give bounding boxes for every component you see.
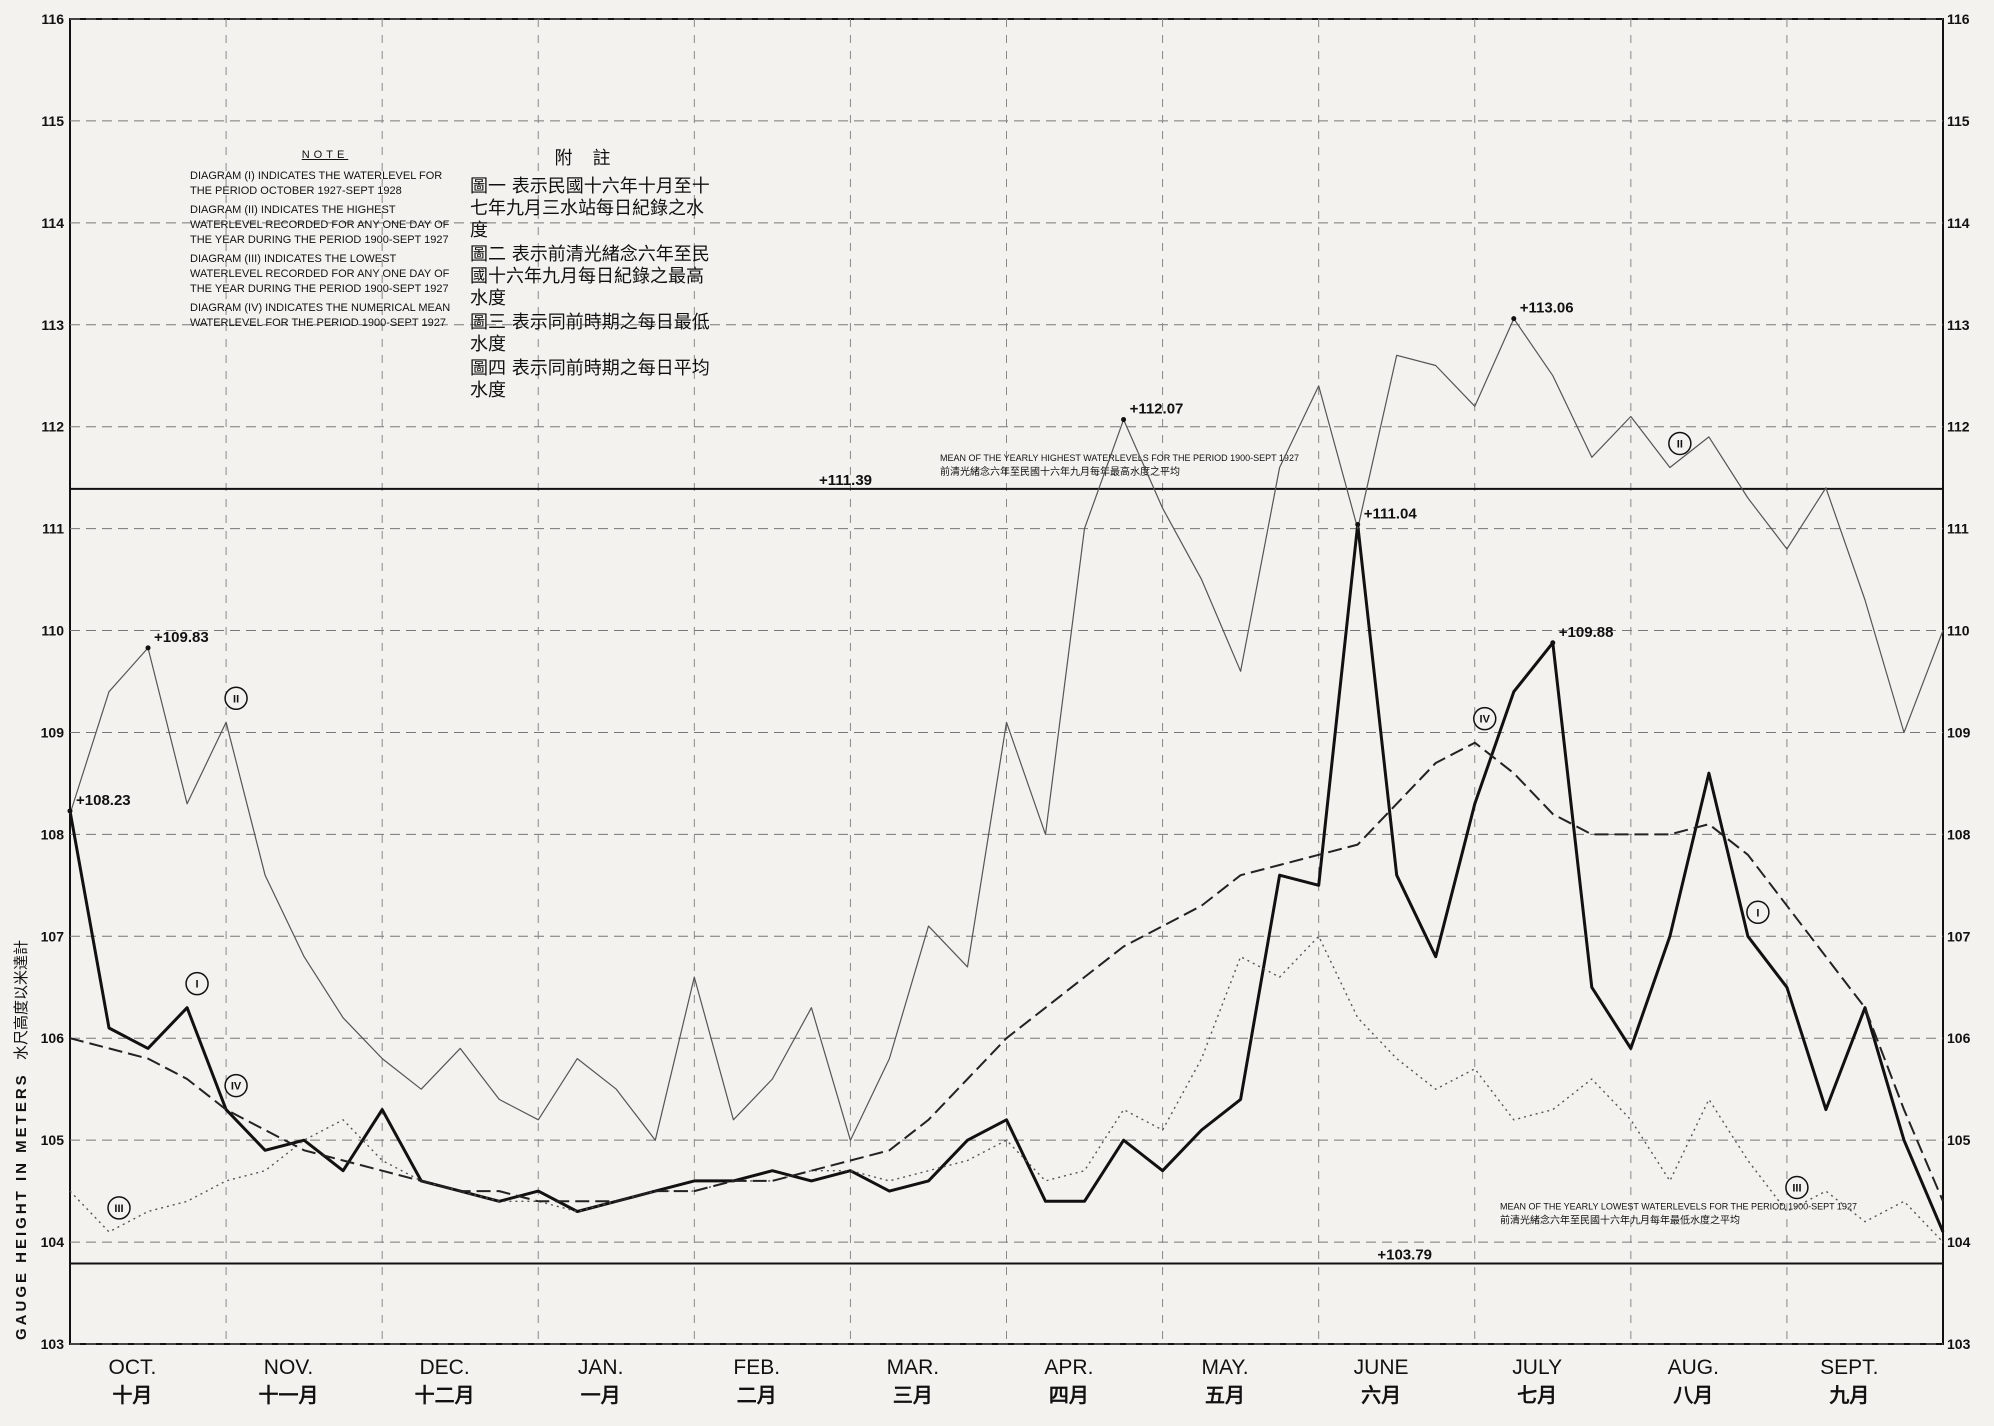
x-tick-label: APR. <box>1044 1356 1093 1379</box>
note: NOTE DIAGRAM (I) INDICATES THE WATERLEVE… <box>190 148 460 335</box>
annotation-label: +113.06 <box>1520 300 1574 317</box>
x-tick-label: MAY. <box>1201 1356 1248 1379</box>
y-tick-label-right: 109 <box>1947 724 1971 740</box>
y-tick-label: 105 <box>41 1132 65 1148</box>
y-tick-label: 114 <box>41 215 64 231</box>
note-item: DIAGRAM (II) INDICATES THE HIGHEST WATER… <box>190 203 460 248</box>
series-line <box>70 743 1943 1202</box>
y-tick-label-right: 110 <box>1947 623 1970 639</box>
y-tick-label: 111 <box>42 521 64 537</box>
y-tick-label: 112 <box>41 419 64 435</box>
x-tick-label-zh: 四月 <box>1049 1385 1089 1407</box>
annotation-label: +109.88 <box>1559 624 1614 641</box>
x-tick-label-zh: 七月 <box>1517 1384 1557 1407</box>
y-tick-label-right: 111 <box>1947 521 1969 537</box>
y-tick-label: 103 <box>41 1336 65 1352</box>
series-tag: I <box>196 979 199 991</box>
x-tick-label-zh: 二月 <box>737 1385 777 1407</box>
series-tag: II <box>1677 438 1683 450</box>
series-tag: III <box>1792 1183 1801 1195</box>
x-tick-label-zh: 八月 <box>1673 1385 1713 1407</box>
x-tick-label: JUNE <box>1354 1356 1409 1379</box>
x-tick-label: DEC. <box>420 1356 470 1379</box>
note-item: DIAGRAM (III) INDICATES THE LOWEST WATER… <box>190 252 460 297</box>
x-tick-label: OCT. <box>109 1356 157 1379</box>
series-tag: III <box>114 1203 123 1215</box>
series-tag: IV <box>231 1081 242 1093</box>
x-tick-label-zh: 一月 <box>581 1385 621 1407</box>
x-tick-label: AUG. <box>1668 1356 1719 1379</box>
mean-line-label: +103.79 <box>1377 1246 1432 1263</box>
x-tick-label-zh: 十二月 <box>415 1384 475 1407</box>
note-item: DIAGRAM (IV) INDICATES THE NUMERICAL MEA… <box>190 301 460 331</box>
y-tick-label: 113 <box>41 317 64 333</box>
annotation-label: +111.04 <box>1364 506 1418 523</box>
x-tick-label-zh: 三月 <box>893 1385 933 1407</box>
series-tag: I <box>1756 907 1759 919</box>
y-tick-label: 115 <box>41 113 64 129</box>
note-zh-items: 圖一 表示民國十六年十月至十七年九月三水站每日紀錄之水度圖二 表示前清光緒念六年… <box>470 176 715 402</box>
x-tick-label: JULY <box>1512 1356 1562 1379</box>
annotation-label: +109.83 <box>154 629 209 646</box>
annotation-point <box>1355 522 1360 527</box>
y-tick-label: 110 <box>41 623 64 639</box>
y-tick-label: 116 <box>41 11 64 27</box>
annotation-point <box>1550 640 1555 645</box>
x-tick-label: NOV. <box>264 1356 313 1379</box>
x-tick-label-zh: 九月 <box>1828 1384 1869 1407</box>
y-tick-label-right: 112 <box>1947 419 1970 435</box>
series-tag: IV <box>1480 714 1491 726</box>
annotation-point <box>146 645 151 650</box>
page: {"chart_data": { "type": "line", "y_labe… <box>0 0 1994 1426</box>
y-tick-label-right: 107 <box>1947 928 1971 944</box>
y-tick-label: 104 <box>41 1234 65 1250</box>
annotation-point <box>1511 316 1516 321</box>
y-axis-label: GAUGE HEIGHT IN METERS <box>13 1072 30 1340</box>
x-tick-label-zh: 五月 <box>1205 1385 1245 1407</box>
y-tick-label-right: 104 <box>1947 1234 1971 1250</box>
note-zh-item: 圖二 表示前清光緒念六年至民國十六年九月每日紀錄之最高水度 <box>470 244 715 310</box>
y-tick-label: 108 <box>41 826 65 842</box>
x-tick-label: MAR. <box>887 1356 940 1379</box>
x-tick-label-zh: 六月 <box>1361 1384 1401 1407</box>
y-axis-label-zh: 水尺高度以米達計 <box>13 940 30 1060</box>
annotation-label: +108.23 <box>76 792 131 809</box>
y-tick-label-right: 113 <box>1947 317 1970 333</box>
x-tick-label: JAN. <box>578 1356 624 1379</box>
note-zh-item: 圖一 表示民國十六年十月至十七年九月三水站每日紀錄之水度 <box>470 176 715 242</box>
x-tick-label-zh: 十一月 <box>259 1384 319 1407</box>
note-item: DIAGRAM (I) INDICATES THE WATERLEVEL FOR… <box>190 169 460 199</box>
note-title: NOTE <box>190 148 460 163</box>
mean-line-text-zh: 前清光緒念六年至民國十六年九月每年最低水度之平均 <box>1500 1213 1740 1226</box>
y-tick-label-right: 106 <box>1947 1030 1971 1046</box>
mean-line-text: MEAN OF THE YEARLY HIGHEST WATERLEVELS F… <box>940 453 1299 463</box>
y-tick-label-right: 108 <box>1947 826 1971 842</box>
note-zh-item: 圖三 表示同前時期之每日最低水度 <box>470 312 715 356</box>
note-zh-item: 圖四 表示同前時期之每日平均水度 <box>470 358 715 402</box>
note-zh-title: 附註 <box>470 148 715 170</box>
y-tick-label-right: 115 <box>1947 113 1970 129</box>
note-items: DIAGRAM (I) INDICATES THE WATERLEVEL FOR… <box>190 169 460 331</box>
y-tick-label: 106 <box>41 1030 65 1046</box>
series-tag: II <box>233 693 239 705</box>
annotation-point <box>1121 417 1126 422</box>
y-tick-label: 109 <box>41 724 65 740</box>
y-tick-label-right: 116 <box>1947 11 1970 27</box>
x-tick-label: SEPT. <box>1820 1356 1878 1379</box>
y-tick-label-right: 103 <box>1947 1336 1971 1352</box>
y-tick-label-right: 114 <box>1947 215 1970 231</box>
annotation-point <box>68 808 73 813</box>
annotation-label: +112.07 <box>1130 401 1184 418</box>
x-tick-label-zh: 十月 <box>112 1384 152 1407</box>
y-tick-label-right: 105 <box>1947 1132 1971 1148</box>
y-tick-label: 107 <box>41 928 65 944</box>
x-tick-label: FEB. <box>733 1356 780 1379</box>
mean-line-label: +111.39 <box>819 472 872 489</box>
note-zh: 附註 圖一 表示民國十六年十月至十七年九月三水站每日紀錄之水度圖二 表示前清光緒… <box>470 148 715 404</box>
mean-line-text: MEAN OF THE YEARLY LOWEST WATERLEVELS FO… <box>1500 1201 1857 1211</box>
